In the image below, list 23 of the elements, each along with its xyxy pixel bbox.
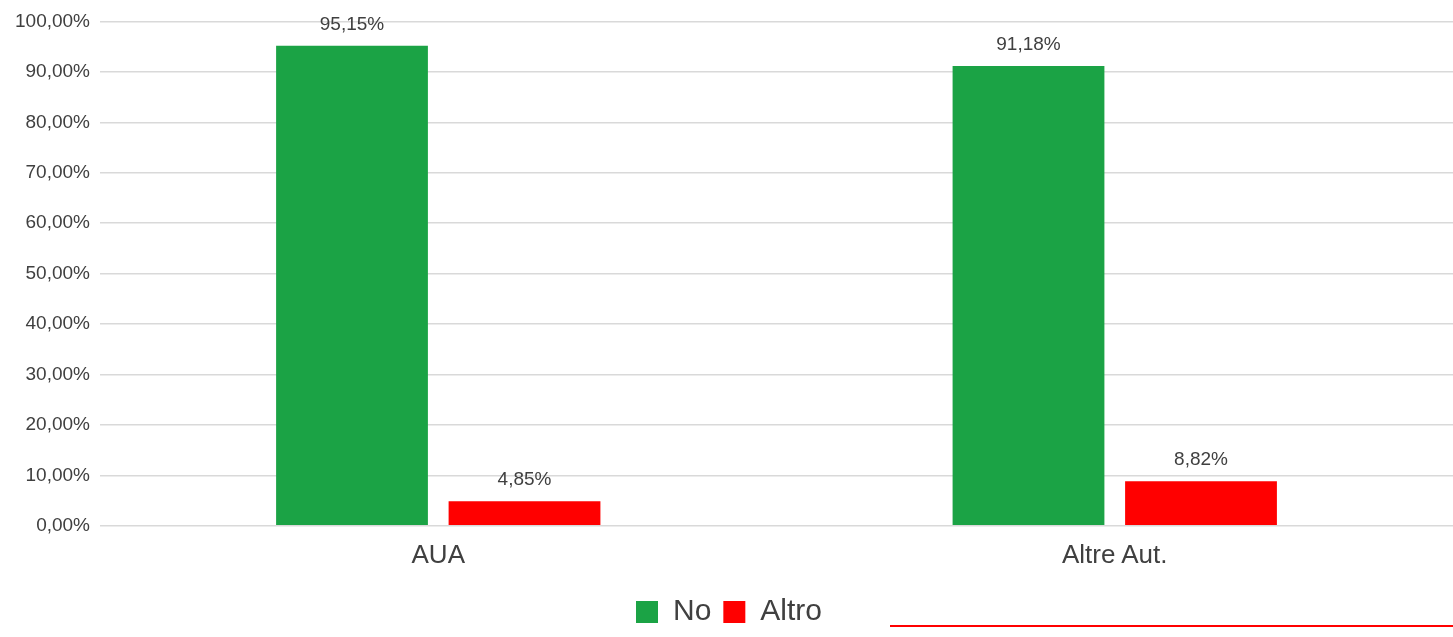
data-label: 95,15% xyxy=(319,12,385,34)
y-tick-label: 0,00% xyxy=(36,514,91,536)
y-tick-label: 50,00% xyxy=(25,261,91,283)
bar xyxy=(952,65,1105,526)
y-tick-label: 20,00% xyxy=(25,413,91,435)
y-tick-label: 40,00% xyxy=(25,312,91,334)
x-tick-label: Altre Aut. xyxy=(1062,538,1168,569)
data-label: 8,82% xyxy=(1174,448,1229,470)
y-tick-label: 70,00% xyxy=(25,160,91,182)
data-label: 4,85% xyxy=(497,468,552,490)
bar xyxy=(448,501,601,526)
bar xyxy=(276,45,428,526)
y-tick-label: 90,00% xyxy=(25,60,91,82)
legend-label: Altro xyxy=(760,593,823,627)
bar xyxy=(1125,481,1277,526)
y-tick-label: 60,00% xyxy=(25,211,91,233)
legend-label: No xyxy=(672,593,712,627)
y-tick-label: 80,00% xyxy=(25,110,91,132)
y-tick-label: 100,00% xyxy=(14,9,91,31)
data-label: 91,18% xyxy=(996,32,1061,54)
x-tick-label: AUA xyxy=(411,538,466,569)
y-tick-label: 10,00% xyxy=(25,463,91,485)
y-tick-label: 30,00% xyxy=(25,362,91,384)
